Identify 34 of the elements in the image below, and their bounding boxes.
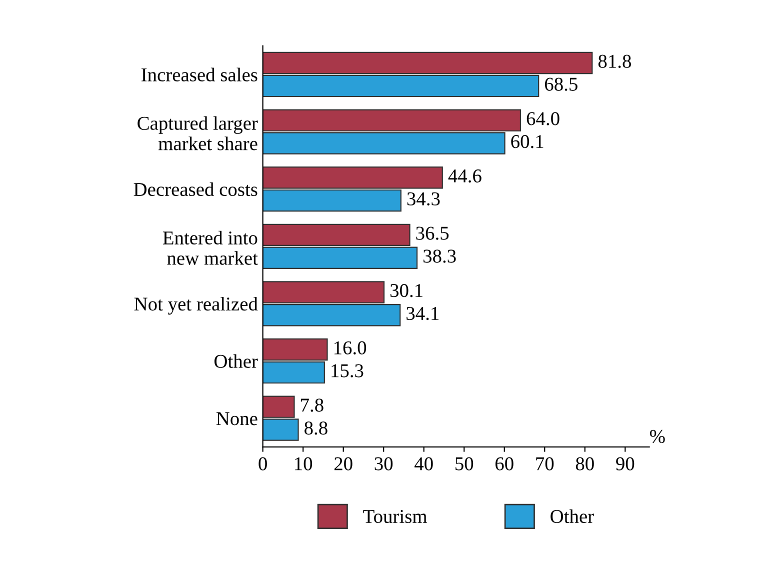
x-tick-label: 50 xyxy=(456,457,474,470)
x-tick-label: 40 xyxy=(414,457,433,470)
legend-label: Tourism xyxy=(363,510,428,524)
data-label: 64.0 xyxy=(526,112,560,126)
data-label: 30.1 xyxy=(390,284,422,298)
y-tick-label: None xyxy=(216,412,258,426)
data-label: 8.8 xyxy=(304,421,328,435)
data-label: 44.6 xyxy=(448,169,482,183)
y-tick-label: Entered into new market xyxy=(162,230,258,265)
data-label: 36.5 xyxy=(416,226,449,240)
y-tick-label: Captured larger market share xyxy=(138,116,258,150)
data-label: 7.8 xyxy=(301,398,324,412)
x-tick-label: 70 xyxy=(536,457,554,470)
y-tick-label: Not yet realized xyxy=(134,296,258,315)
y-tick-label: Decreased costs xyxy=(134,182,258,196)
x-tick-label: 0 xyxy=(258,457,267,470)
x-tick-label: 10 xyxy=(295,457,312,470)
legend-label: Other xyxy=(550,509,594,524)
data-label: 68.5 xyxy=(544,78,578,91)
data-label: 16.0 xyxy=(334,341,366,354)
data-label: 34.1 xyxy=(406,306,439,320)
data-label: 38.3 xyxy=(424,250,456,263)
y-tick-label: Other xyxy=(214,354,258,368)
x-tick-label: 80 xyxy=(576,457,594,470)
x-tick-label: 90 xyxy=(616,457,634,470)
data-label: 34.3 xyxy=(407,192,440,206)
data-label: 81.8 xyxy=(598,54,631,68)
data-label: 60.1 xyxy=(511,134,544,148)
x-axis-title: % xyxy=(650,430,665,444)
data-label: 15.3 xyxy=(332,364,364,378)
x-tick-label: 30 xyxy=(374,457,393,470)
y-tick-label: Increased sales xyxy=(142,68,258,82)
x-tick-label: 20 xyxy=(334,457,352,470)
x-tick-label: 60 xyxy=(495,457,514,470)
